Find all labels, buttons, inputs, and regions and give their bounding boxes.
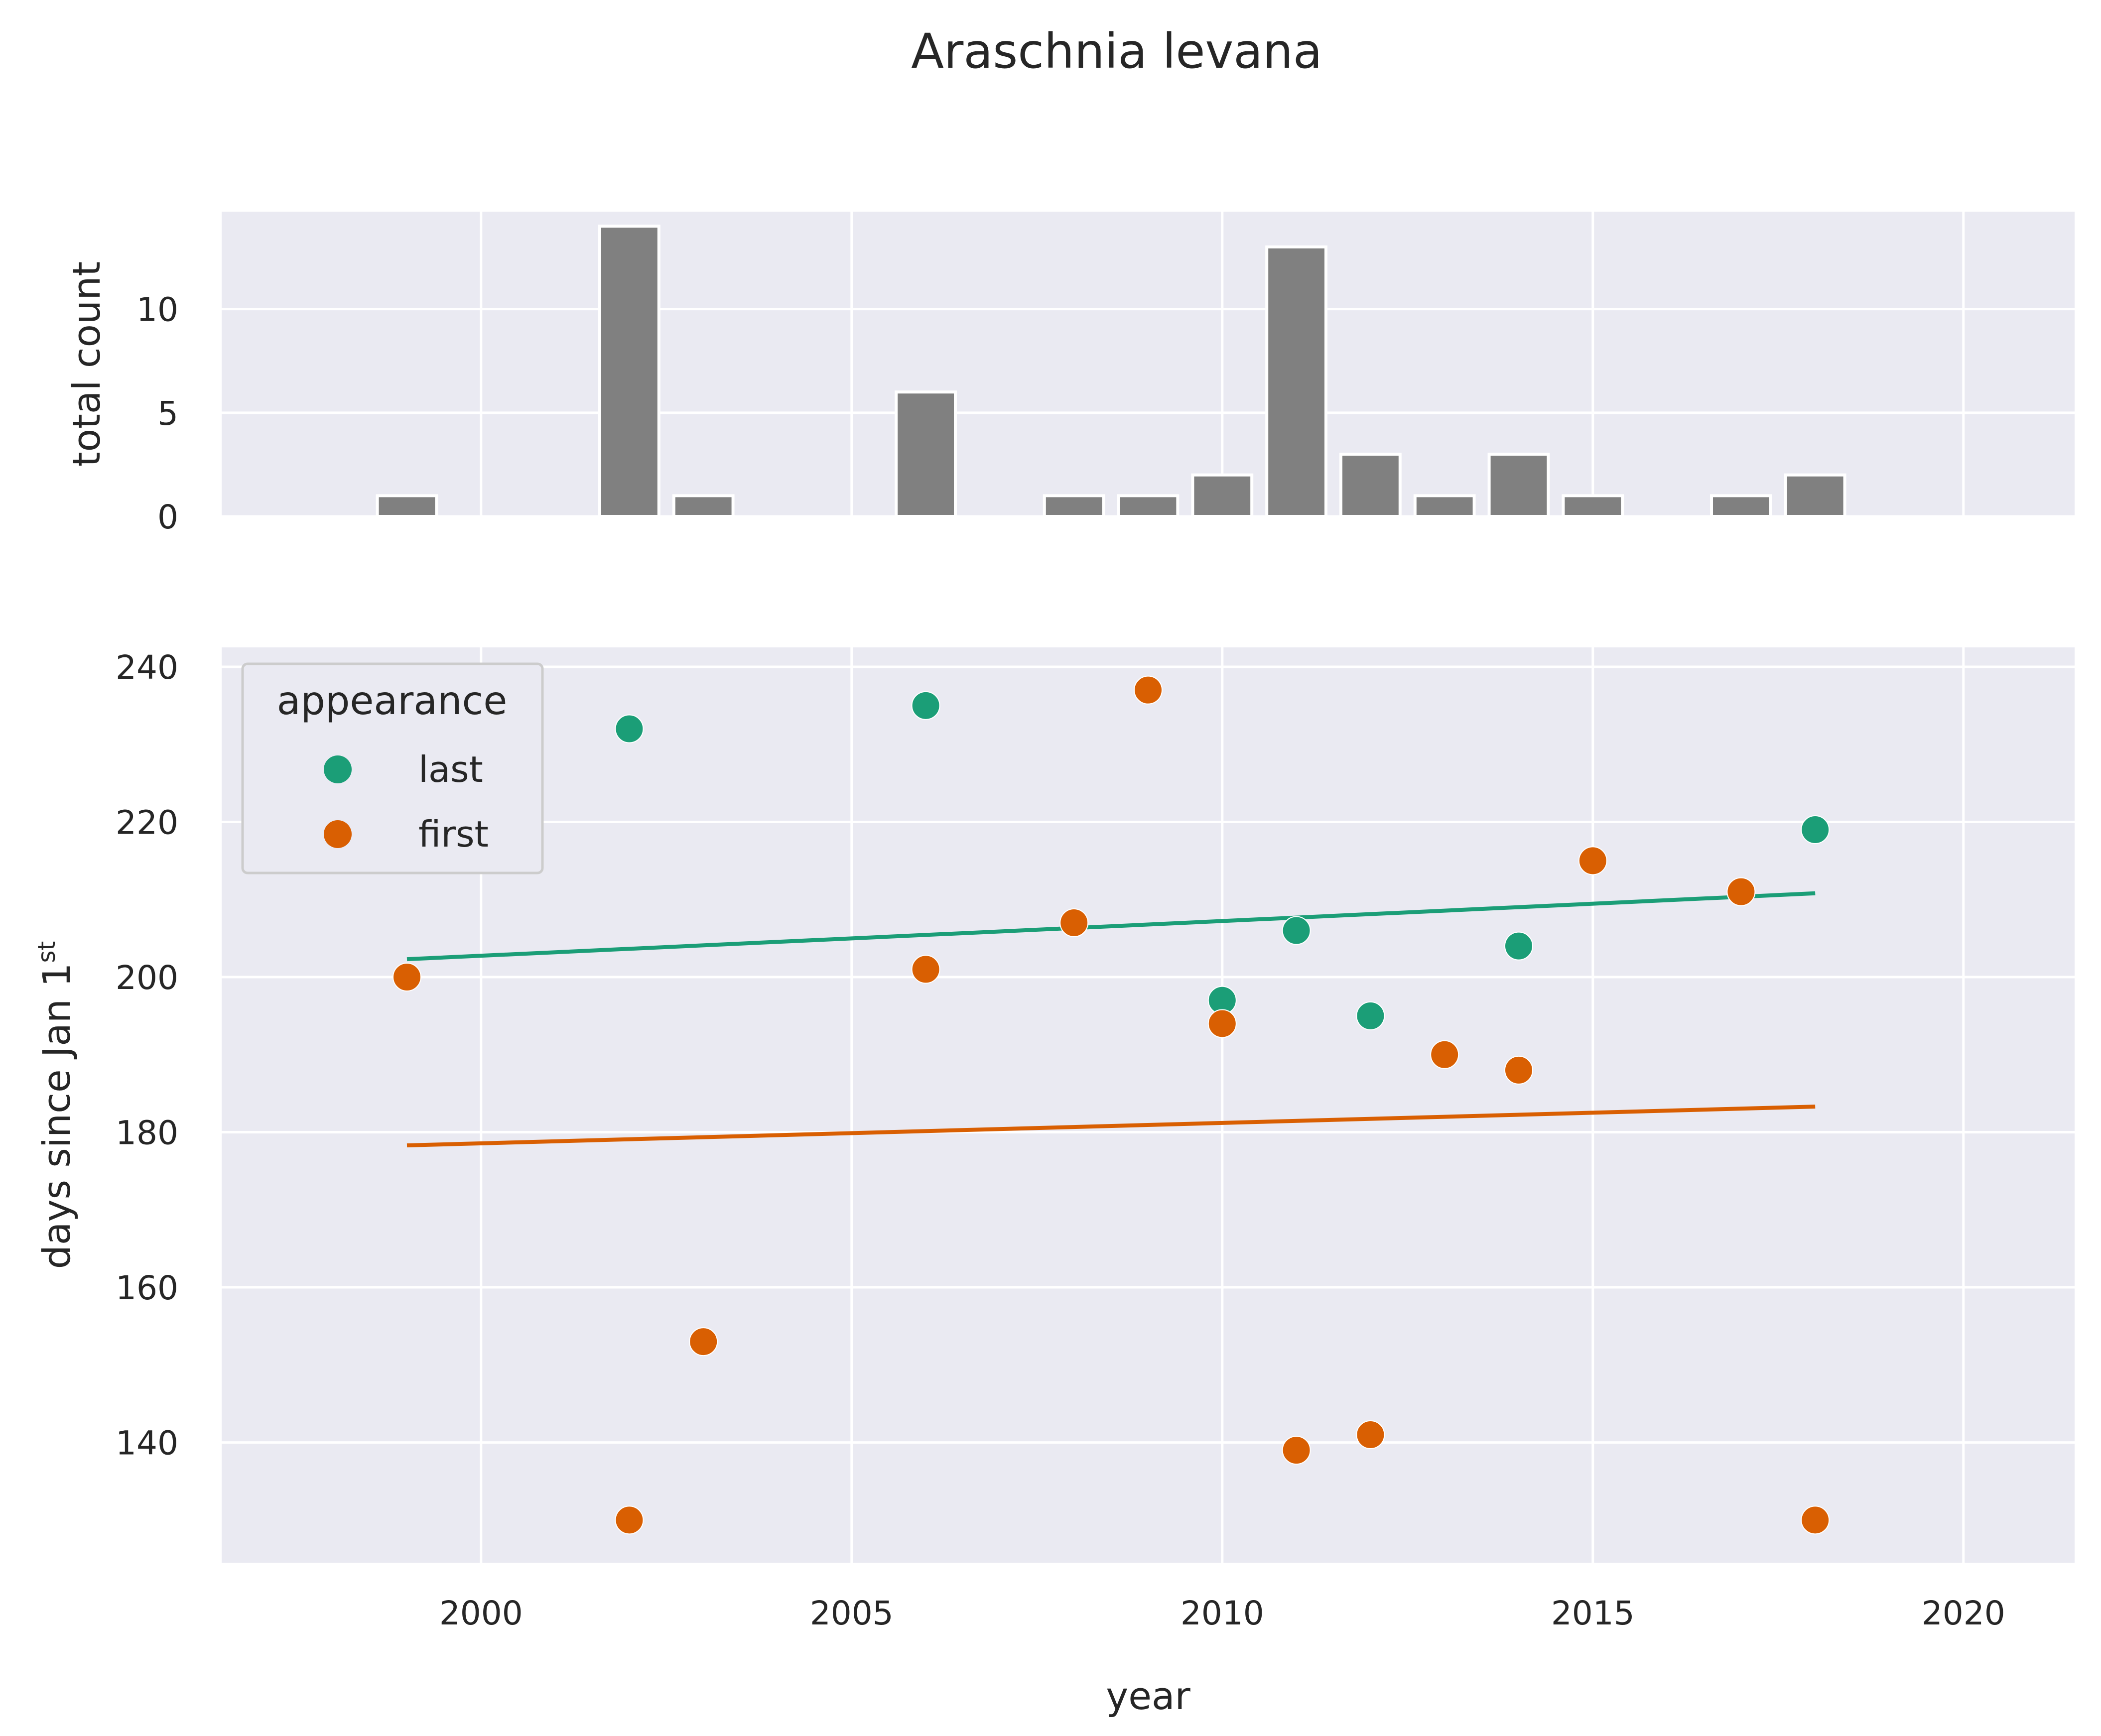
histogram-bar: [1043, 494, 1105, 518]
point-last: [615, 714, 644, 744]
point-first: [689, 1327, 718, 1357]
scatter-panel: 2000 2005 2010 2015 2020 140160180200220240 …: [33, 647, 2075, 1718]
histogram-bar: [1117, 494, 1180, 518]
point-first: [911, 955, 940, 984]
legend-box: [241, 662, 544, 874]
histogram-bar: [1413, 494, 1476, 518]
histogram-bar: [1562, 494, 1624, 518]
point-first: [1356, 1420, 1385, 1449]
point-first: [615, 1505, 644, 1535]
histogram-y-tick-label: 0: [157, 498, 178, 536]
histogram-y-tick-label: 10: [136, 291, 178, 329]
point-first: [1134, 675, 1163, 705]
point-first: [393, 962, 421, 992]
x-tick-label: 2010: [1181, 1594, 1264, 1632]
histogram-bar: [598, 225, 660, 518]
point-last: [1504, 931, 1533, 961]
point-last: [1282, 916, 1311, 945]
histogram-bar: [1487, 453, 1550, 518]
y-axis-label-superscript: st: [33, 941, 61, 963]
scatter-points: [393, 675, 1830, 1535]
point-last: [1356, 1001, 1385, 1030]
y-tick-label: 140: [116, 1424, 178, 1463]
chart-title: Araschnia levana: [911, 23, 1322, 79]
point-first: [1801, 1505, 1830, 1535]
histogram-bar: [376, 494, 438, 518]
point-first: [1578, 846, 1607, 875]
histogram-bar: [1784, 473, 1846, 518]
x-tick-label: 2005: [810, 1594, 894, 1632]
histogram-y-axis-label: total count: [64, 261, 109, 467]
y-tick-label: 200: [116, 959, 178, 997]
point-last: [1801, 815, 1830, 845]
histogram-y-ticks: 0 5 10: [136, 291, 178, 536]
y-tick-label: 160: [116, 1269, 178, 1307]
histogram-bars: [376, 225, 1846, 518]
y-axis-label-main: days since Jan 1: [34, 963, 79, 1269]
histogram-bar: [895, 390, 957, 518]
y-axis-label: days since Jan 1st: [33, 941, 79, 1269]
histogram-bar: [1710, 494, 1772, 518]
x-tick-label: 2000: [439, 1594, 523, 1632]
legend-label-first: first: [418, 813, 489, 855]
x-tick-label: 2020: [1922, 1594, 2005, 1632]
histogram-bar: [1265, 245, 1327, 518]
histogram-bar: [672, 494, 735, 518]
x-axis-label: year: [1106, 1674, 1190, 1718]
x-tick-label: 2015: [1551, 1594, 1635, 1632]
point-first: [1282, 1436, 1311, 1465]
scatter-y-ticks: 140 160 180 200 220 240: [116, 648, 178, 1463]
point-last: [911, 691, 940, 720]
histogram-bar: [1339, 453, 1402, 518]
point-first: [1430, 1040, 1459, 1069]
point-first: [1504, 1055, 1533, 1085]
legend-label-last: last: [418, 748, 483, 790]
y-tick-label: 180: [116, 1114, 178, 1152]
point-first: [1207, 1009, 1237, 1038]
point-first: [1726, 877, 1756, 906]
legend: appearance last first: [241, 662, 544, 874]
legend-title: appearance: [277, 679, 508, 724]
trend-line-last: [406, 891, 1816, 962]
y-tick-label: 220: [116, 803, 178, 842]
histogram-y-tick-label: 5: [157, 394, 178, 433]
legend-marker-last: [324, 755, 352, 783]
histogram-bar: [1191, 473, 1254, 518]
histogram-panel: 0 5 10 total count: [64, 212, 2075, 536]
scatter-x-ticks: 2000 2005 2010 2015 2020: [439, 1594, 2005, 1632]
point-first: [1059, 908, 1089, 937]
y-tick-label: 240: [116, 648, 178, 687]
trend-line-first: [406, 1105, 1816, 1147]
histogram-background: [222, 212, 2075, 516]
legend-marker-first: [324, 820, 352, 848]
trend-lines: [406, 891, 1816, 1147]
